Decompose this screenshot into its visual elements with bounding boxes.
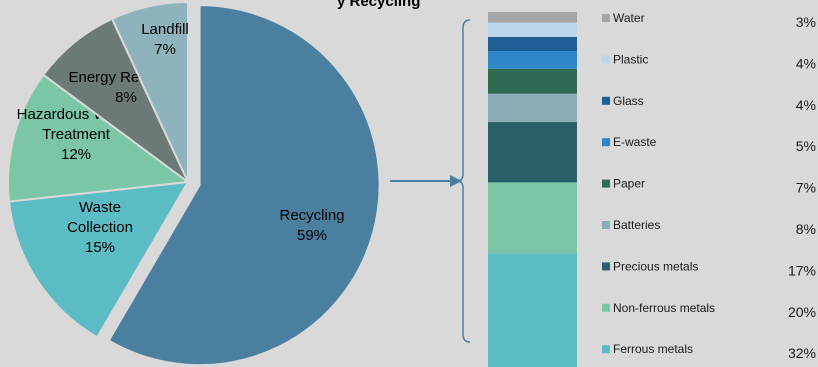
bar-title-fragment: y Recycling: [337, 0, 420, 10]
legend-swatch-non-ferrous-metals: [602, 303, 610, 312]
bracket: [456, 19, 471, 343]
bar-segment-ferrous-metals: [488, 253, 577, 367]
bar-segment-plastic: [488, 22, 577, 37]
bar-segment-water: [488, 12, 577, 23]
legend-swatch-precious-metals: [602, 262, 610, 271]
arrow-head-icon: [450, 175, 462, 187]
pie-label-landfill: Landfill 7%: [141, 21, 189, 58]
legend-swatch-paper: [602, 179, 610, 188]
legend-swatch-glass: [602, 96, 610, 105]
legend-swatch-batteries: [602, 221, 610, 229]
pie-label-waste-collection: Waste Collection 15%: [67, 199, 133, 256]
pie-slice-hazardous-waste-treatment: [7, 73, 191, 203]
legend-value-e-waste: 5%: [796, 138, 816, 154]
legend-label-non-ferrous-metals: Non-ferrous metals: [613, 301, 715, 315]
bar-segment-non-ferrous-metals: [488, 182, 577, 254]
legend-value-non-ferrous-metals: 20%: [788, 304, 816, 320]
legend-value-ferrous-metals: 32%: [788, 345, 816, 361]
legend-swatch-water: [602, 14, 610, 22]
bar-segment-e-waste: [488, 51, 577, 69]
legend-value-water: 3%: [796, 14, 816, 30]
legend-label-batteries: Batteries: [613, 218, 660, 232]
legend-label-precious-metals: Precious metals: [613, 259, 698, 273]
pie-chart: Recycling 59%Waste Collection 15%Hazardous …: [7, 0, 381, 367]
connector: [390, 19, 471, 343]
legend-label-ferrous-metals: Ferrous metals: [613, 342, 693, 356]
legend-label-water: Water: [613, 11, 645, 25]
legend-label-glass: Glass: [613, 94, 644, 108]
bar-segment-batteries: [488, 93, 577, 123]
legend-label-plastic: Plastic: [613, 52, 648, 66]
stacked-bar-chart: Water 3% Plastic 4% Glass 4% E-waste 5% Paper 7% B…: [488, 11, 816, 367]
legend-swatch-plastic: [602, 55, 610, 64]
legend-value-paper: 7%: [796, 180, 816, 196]
pie-slice-recycling: [107, 4, 381, 367]
legend-value-batteries: 8%: [796, 221, 816, 237]
legend-label-e-waste: E-waste: [613, 135, 657, 149]
pie-slice-waste-collection: [7, 180, 190, 339]
pie-slice-energy-recovery: [41, 17, 189, 183]
pie-label-recycling: Recycling 59%: [279, 207, 344, 244]
legend-value-glass: 4%: [796, 97, 816, 113]
legend-label-paper: Paper: [613, 177, 645, 191]
legend-swatch-e-waste: [602, 138, 610, 147]
legend-swatch-ferrous-metals: [602, 345, 610, 354]
legend-value-plastic: 4%: [796, 55, 816, 71]
legend-value-precious-metals: 17%: [788, 262, 816, 278]
pie-slice-landfill: [110, 0, 189, 183]
bar-segment-paper: [488, 68, 577, 94]
bar-segment-precious-metals: [488, 122, 577, 183]
bar-segment-glass: [488, 36, 577, 52]
